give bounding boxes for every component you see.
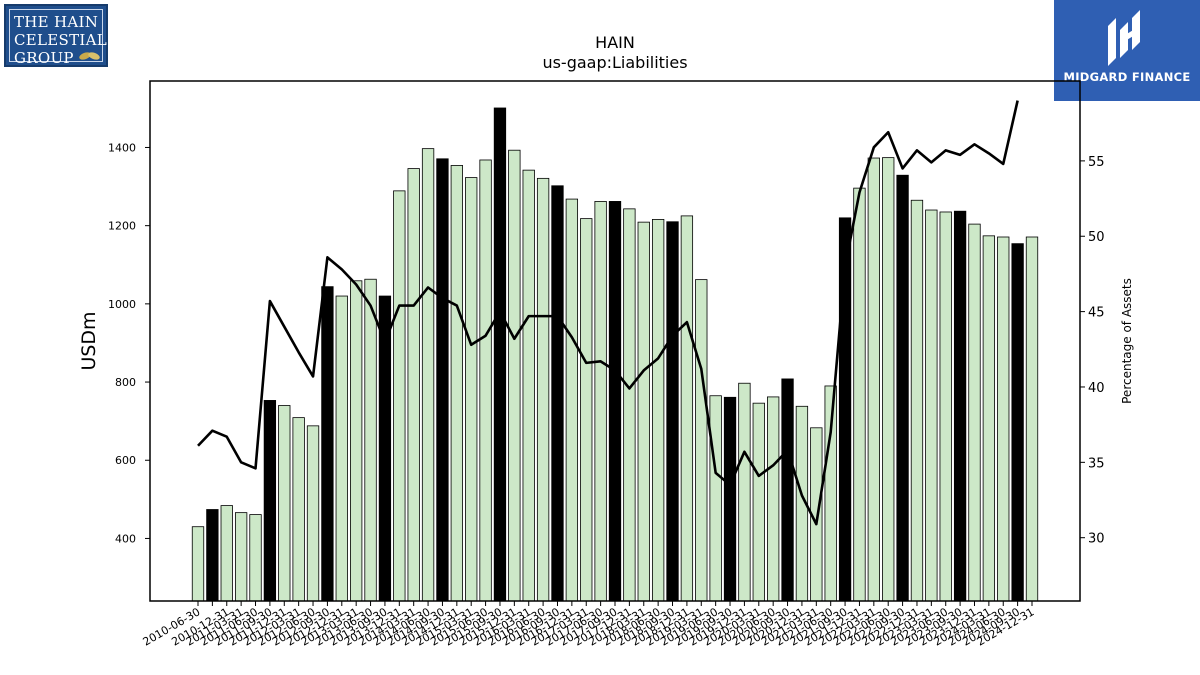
bar	[767, 396, 780, 602]
logo-frame	[9, 9, 103, 62]
midgard-finance-logo: MIDGARD FINANCE	[1054, 0, 1200, 101]
bar	[925, 209, 938, 602]
bar	[206, 509, 219, 602]
bar	[407, 168, 420, 602]
logo-text-line2: CELESTIAL	[14, 31, 108, 49]
bar	[292, 417, 305, 602]
bar	[781, 378, 794, 602]
bar	[350, 280, 363, 602]
bar	[910, 199, 924, 602]
bar	[666, 221, 679, 602]
y2-axis-label: Percentage of Assets	[1120, 278, 1134, 404]
bar	[522, 169, 535, 602]
bar	[695, 279, 708, 602]
bar	[220, 505, 233, 602]
y2-tick-label: 45	[1088, 306, 1105, 321]
bar	[953, 210, 967, 602]
logo-text-line1: THE HAIN	[14, 13, 99, 31]
bar	[1011, 243, 1024, 602]
bar	[968, 223, 981, 602]
hain-celestial-logo: THE HAIN CELESTIAL GROUP	[4, 4, 108, 67]
bar	[896, 174, 909, 602]
y-tick-label: 400	[115, 532, 136, 545]
y-tick-label: 800	[115, 376, 136, 389]
y2-tick-label: 30	[1088, 532, 1105, 547]
bar-series	[191, 107, 1039, 602]
bar	[551, 185, 564, 602]
bar	[623, 208, 636, 602]
line-series	[197, 100, 1019, 526]
bar	[335, 295, 348, 602]
bar	[752, 402, 765, 602]
y2-tick-label: 55	[1088, 155, 1105, 170]
bar	[939, 211, 952, 602]
bar	[278, 405, 291, 602]
midgard-brand-text: MIDGARD FINANCE	[1063, 70, 1191, 84]
bar	[637, 221, 650, 602]
bar	[997, 236, 1010, 602]
y-tick-label: 1200	[108, 220, 136, 233]
bar	[536, 177, 550, 602]
bar	[680, 215, 694, 602]
bar	[249, 514, 262, 602]
bar	[738, 382, 751, 602]
midgard-mark-icon	[1108, 10, 1140, 66]
logo-text-line3: GROUP	[14, 49, 74, 67]
bar	[608, 201, 622, 602]
leaf-icon	[79, 52, 100, 60]
bar	[853, 187, 866, 602]
bar	[982, 235, 996, 602]
bar	[234, 512, 248, 602]
y2-tick-label: 40	[1088, 381, 1105, 396]
bar	[421, 148, 435, 602]
bar	[709, 395, 722, 602]
bar	[580, 218, 593, 602]
y-tick-label: 1000	[108, 298, 136, 311]
y-axis: 400 600 800 1000 1200 1400	[108, 141, 150, 545]
chart-subtitle: us-gaap:Liabilities	[542, 53, 687, 72]
bar	[479, 159, 492, 602]
y2-tick-label: 50	[1088, 230, 1105, 245]
y2-tick-label: 35	[1088, 456, 1105, 471]
bar	[364, 278, 377, 602]
bar	[882, 157, 895, 602]
bar	[1025, 236, 1039, 602]
bar	[306, 425, 320, 602]
bar	[723, 396, 737, 602]
bar	[436, 158, 449, 602]
y-axis-label: USDm	[78, 311, 100, 370]
bar	[321, 286, 334, 602]
bar	[867, 157, 880, 602]
percentage-line	[197, 100, 1019, 526]
chart-title: HAIN	[595, 33, 635, 52]
bar	[263, 400, 277, 602]
bar	[493, 107, 507, 602]
bar	[450, 165, 463, 602]
bar	[465, 177, 478, 602]
y2-axis: 30 35 40 45 50 55	[1080, 155, 1105, 547]
y-tick-label: 600	[115, 454, 136, 467]
bar	[594, 201, 607, 602]
bar	[651, 219, 665, 602]
bar	[508, 149, 521, 602]
x-axis: 2010-06-302010-12-312011-03-312011-06-30…	[141, 601, 1037, 649]
bar	[565, 198, 579, 602]
bar	[393, 190, 406, 602]
y-tick-label: 1400	[108, 141, 136, 154]
bar	[191, 526, 205, 602]
